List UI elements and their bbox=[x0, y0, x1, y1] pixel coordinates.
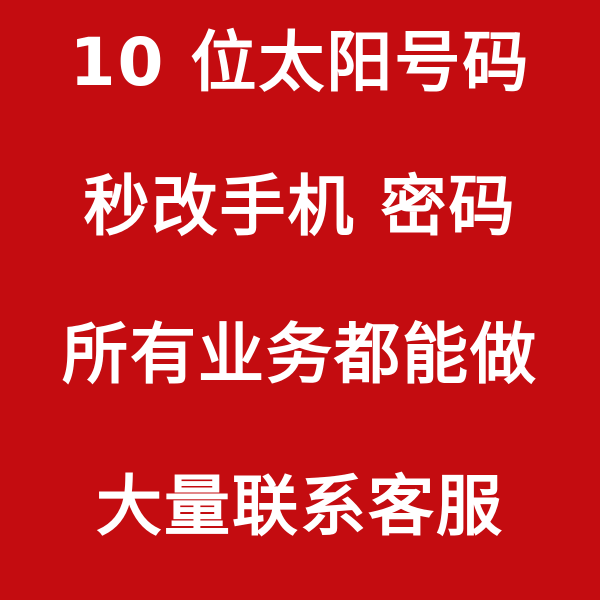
headline-line-3: 所有业务都能做 bbox=[62, 316, 538, 393]
headline-line-4: 大量联系客服 bbox=[96, 468, 504, 545]
headline-line-1: 10 位太阳号码 bbox=[69, 24, 531, 101]
headline-line-2: 秒改手机 密码 bbox=[83, 168, 517, 245]
